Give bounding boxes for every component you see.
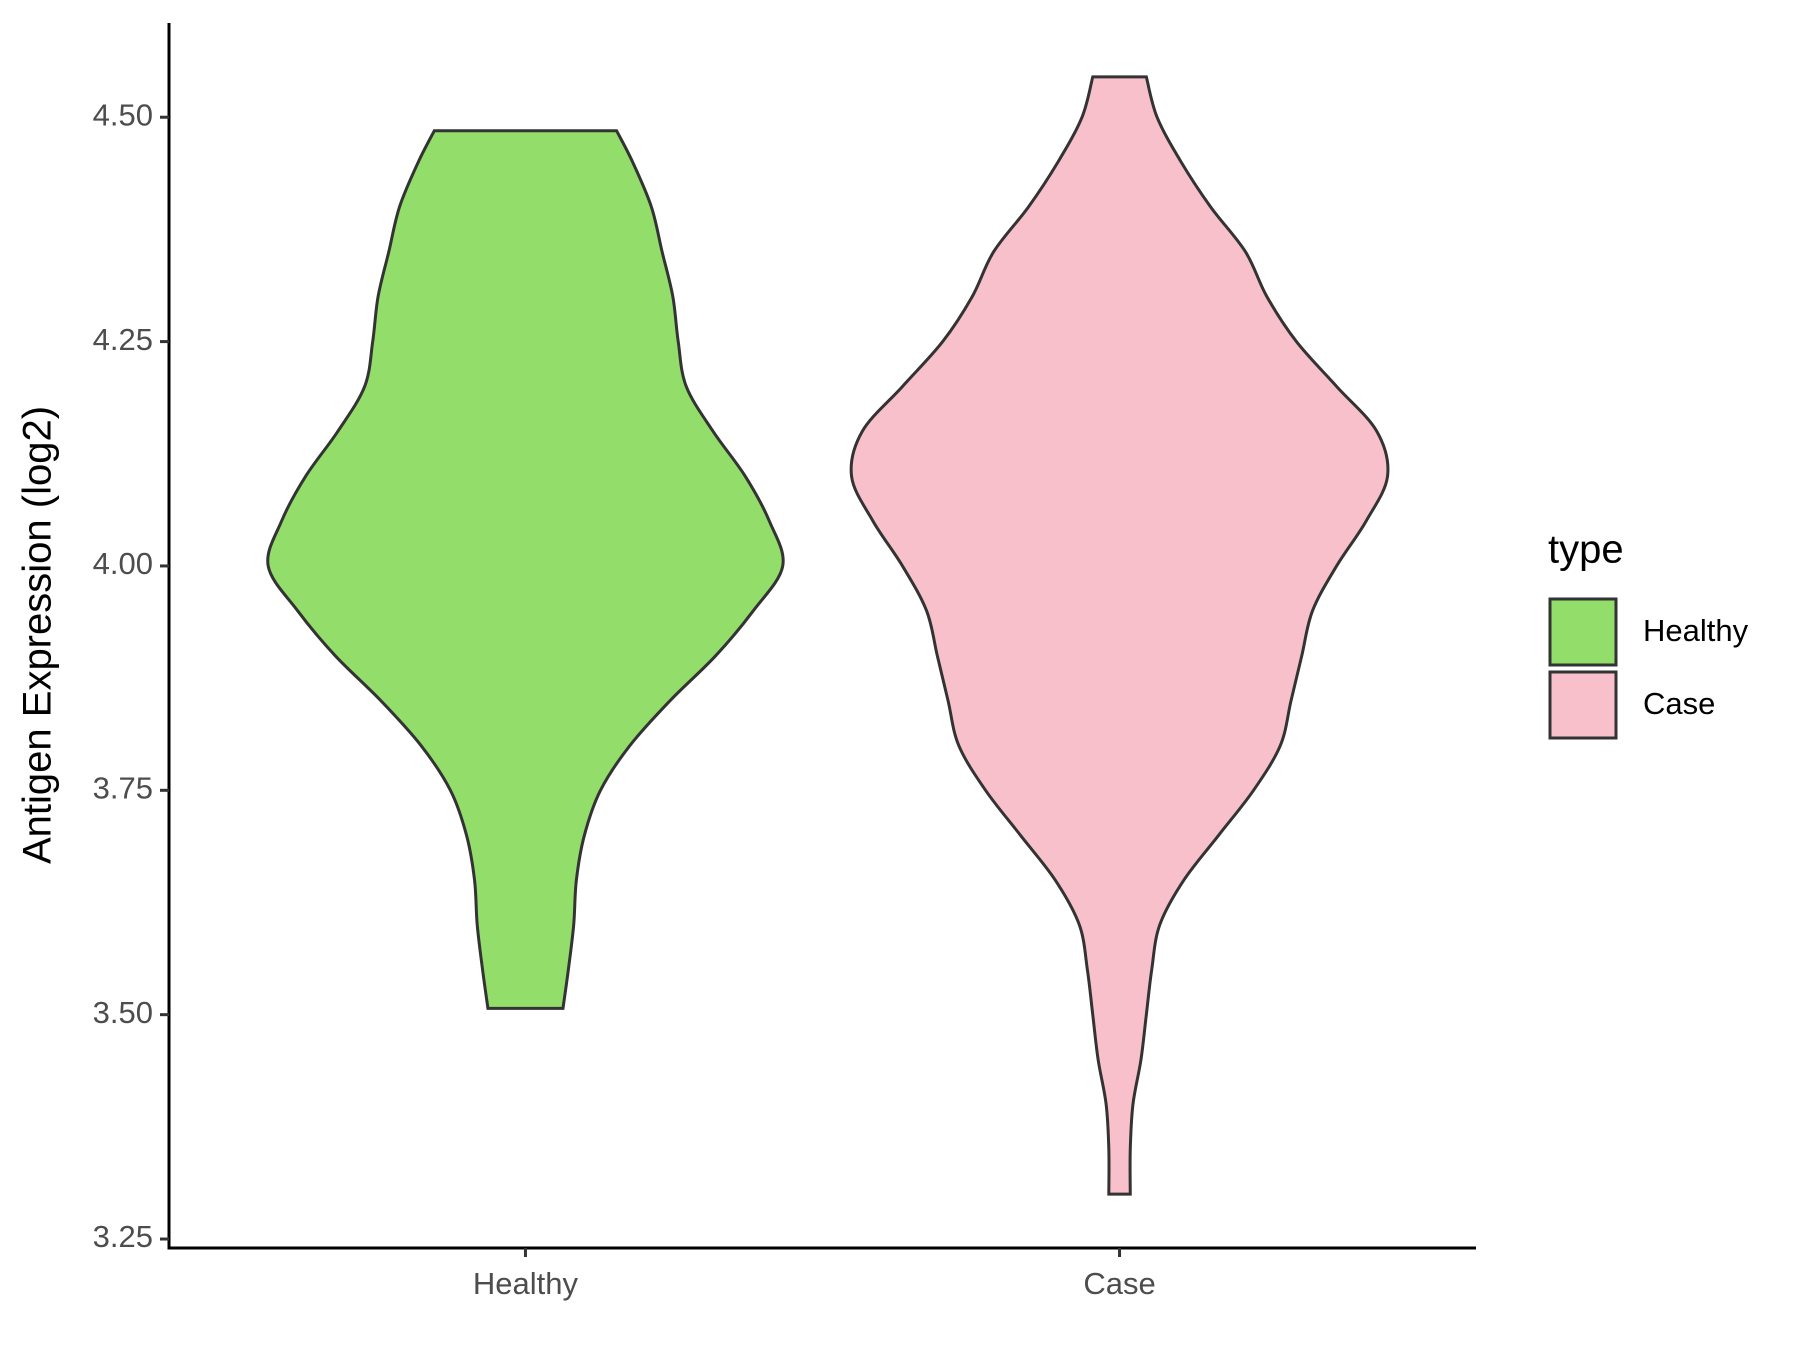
x-tick-label: Healthy bbox=[473, 1266, 579, 1301]
legend-title: type bbox=[1548, 528, 1624, 572]
y-tick-label: 3.50 bbox=[93, 995, 153, 1030]
y-tick-label: 4.00 bbox=[93, 546, 153, 581]
y-tick-label: 3.75 bbox=[93, 770, 153, 805]
legend-key bbox=[1548, 597, 1618, 667]
legend-key bbox=[1548, 670, 1618, 740]
violin bbox=[849, 75, 1390, 1196]
x-tick-label: Case bbox=[1083, 1266, 1155, 1301]
legend-label: Healthy bbox=[1643, 613, 1749, 648]
y-axis-title: Antigen Expression (log2) bbox=[16, 406, 60, 864]
y-tick-label: 4.25 bbox=[93, 322, 153, 357]
violin bbox=[266, 129, 785, 1010]
legend-label: Case bbox=[1643, 686, 1715, 721]
y-tick-label: 3.25 bbox=[93, 1219, 153, 1254]
y-tick-label: 4.50 bbox=[93, 97, 153, 132]
